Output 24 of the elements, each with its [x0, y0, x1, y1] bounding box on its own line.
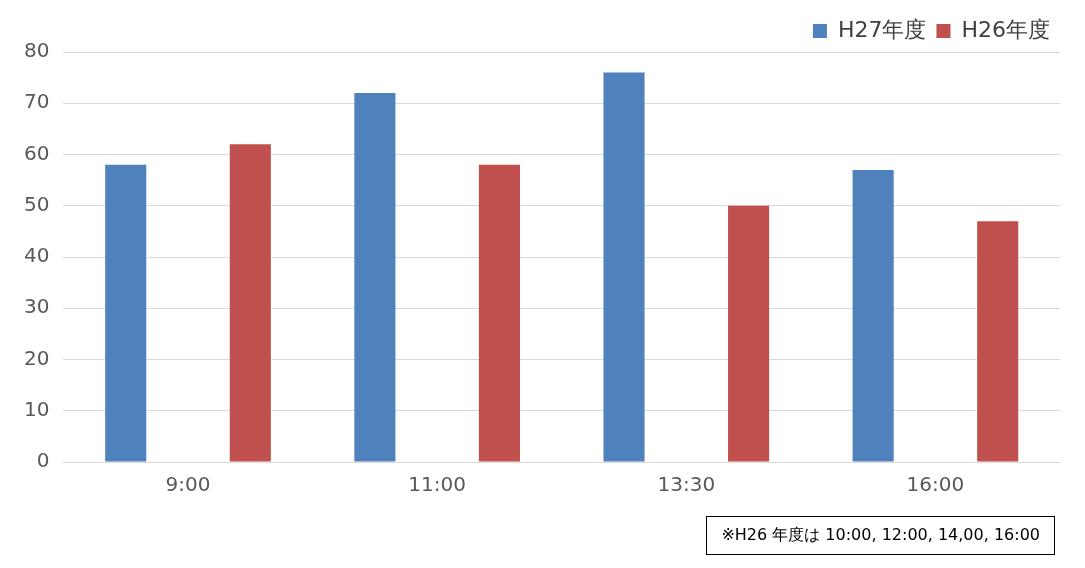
y-tick-label: 60: [24, 140, 50, 165]
x-tick-label: 9:00: [165, 472, 211, 497]
x-tick-label: 11:00: [408, 472, 466, 497]
x-tick-label: 16:00: [906, 472, 965, 497]
bar: [603, 72, 645, 462]
bar: [229, 144, 271, 462]
bar: [852, 169, 894, 462]
y-tick-label: 10: [24, 396, 50, 421]
bar: [728, 205, 770, 462]
y-tick-label: 0: [36, 448, 50, 473]
bar: [977, 221, 1019, 462]
y-tick-label: 50: [24, 191, 50, 216]
y-tick-label: 70: [24, 89, 50, 114]
y-tick-label: 40: [24, 243, 50, 268]
y-tick-label: 20: [24, 345, 50, 370]
bar: [478, 164, 520, 462]
bar: [354, 93, 396, 462]
bar: [105, 164, 147, 462]
legend-label: H27年度: [837, 16, 927, 42]
x-tick-label: 13:30: [657, 472, 716, 497]
y-tick-label: 80: [24, 38, 50, 63]
y-tick-label: 30: [24, 294, 50, 319]
text: ※H26 年度は 10:00, 12:00, 14,00, 16:00: [706, 516, 1055, 555]
legend-label: H26年度: [961, 16, 1051, 42]
